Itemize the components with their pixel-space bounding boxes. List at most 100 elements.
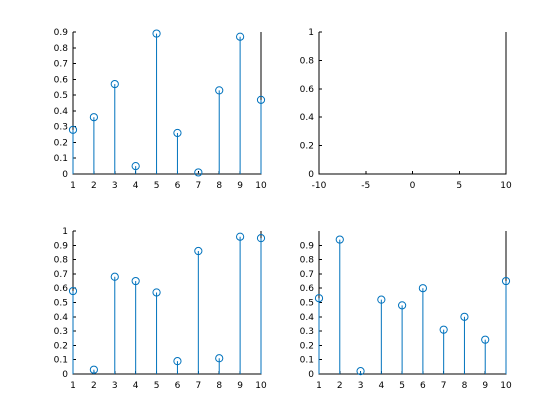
y-tick-label: 0.5 [54,91,68,101]
y-tick-label: 0.1 [54,356,68,366]
stem-marker [131,276,140,286]
x-tick-label: 1 [70,381,76,391]
y-tick-label: 0.8 [300,256,315,266]
x-tick-label: 7 [441,381,447,391]
x-tick-label: 2 [337,381,343,391]
y-tick-label: 0.9 [54,241,69,251]
y-tick-label: 0.7 [54,60,68,70]
stem-marker [152,288,161,297]
stem-marker [89,113,98,122]
y-tick-label: 0.2 [54,341,68,351]
stem-marker [398,301,407,310]
x-tick-label: 8 [462,381,468,391]
axes-box [72,32,262,175]
stem-marker [256,95,266,104]
y-tick-label: 0.2 [54,138,68,148]
y-tick-label: 0.8 [54,44,69,54]
y-tick-label: 0 [62,370,68,380]
y-tick-label: 0 [308,370,314,380]
x-tick-label: -5 [361,181,370,191]
x-tick-label: 10 [500,381,512,391]
y-tick-label: 0.4 [54,313,69,323]
y-tick-label: 0.2 [300,341,314,351]
stem-marker [256,234,266,243]
x-tick-label: 5 [154,181,160,191]
x-tick-label: 3 [358,381,364,391]
x-tick-label: 4 [378,381,384,391]
axes-box [318,32,507,175]
y-tick-label: 0.4 [54,107,69,117]
x-tick-label: 0 [410,181,416,191]
stem-marker [335,235,344,244]
stem-marker [236,232,245,241]
y-tick-label: 0.7 [300,270,314,280]
x-tick-label: 9 [237,181,243,191]
x-tick-label: 3 [112,381,118,391]
stem-marker [460,312,469,321]
stem-marker [173,128,182,138]
stem-marker [68,286,78,296]
x-tick-label: 2 [91,381,97,391]
y-tick-label: 0.6 [54,75,69,85]
x-tick-label: 3 [112,181,118,191]
x-tick-label: 9 [482,381,488,391]
y-tick-label: 0.3 [54,327,68,337]
y-tick-label: 0.6 [300,85,315,95]
stem-marker [194,246,203,256]
stem-marker [439,325,448,334]
stem-marker [481,335,490,344]
x-tick-label: 5 [399,381,405,391]
y-tick-label: 1 [308,28,314,38]
x-tick-label: 10 [255,381,267,391]
y-tick-label: 0.6 [54,284,69,294]
x-tick-label: -10 [312,181,327,191]
y-tick-label: 0.5 [300,299,314,309]
x-tick-label: 6 [175,381,181,391]
x-tick-label: 5 [456,181,462,191]
subplot-top-left: 1 2 3 4 5 6 7 8 9 10 0 0.1 0.2 0.3 0.4 0.5 0.6 0.7 0.8 0.9 [54,28,267,191]
stem-marker [110,79,119,89]
subplot-top-right: -10 -5 0 5 10 0 0.2 0.4 0.6 0.8 1 [300,28,512,191]
y-tick-label: 0.5 [54,299,68,309]
x-tick-label: 9 [237,381,243,391]
y-tick-label: 1 [62,227,68,237]
x-tick-label: 5 [154,381,160,391]
stem-marker [173,357,182,366]
y-tick-label: 0.4 [300,313,315,323]
stem-marker [236,32,245,41]
stem-marker [131,162,140,171]
y-tick-label: 0.8 [54,256,69,266]
subplot-bottom-right: 1 2 3 4 5 6 7 8 9 10 0 0.1 0.2 0.3 0.4 0.5 0.6 0.7 0.8 0.9 [300,231,512,391]
y-tick-label: 0.9 [54,28,69,38]
y-tick-label: 0.3 [54,123,68,133]
x-tick-label: 6 [420,381,426,391]
y-tick-label: 0.6 [300,284,315,294]
y-tick-label: 0.9 [300,241,315,251]
axes-box [318,231,507,375]
x-tick-label: 8 [216,381,222,391]
y-tick-label: 0.2 [300,142,314,152]
x-tick-label: 1 [316,381,322,391]
stem-marker [501,276,511,286]
x-tick-label: 7 [195,181,201,191]
y-tick-label: 0 [62,170,68,180]
x-tick-label: 2 [91,181,97,191]
stem-marker [215,86,224,95]
stem-marker [110,272,119,281]
stem-marker [194,168,203,177]
stem-marker [152,29,161,38]
x-tick-label: 7 [195,381,201,391]
stem-marker [356,367,365,376]
stem-marker [89,365,98,374]
x-tick-label: 4 [133,381,139,391]
x-tick-label: 1 [70,181,76,191]
y-tick-label: 0.1 [300,356,314,366]
x-tick-label: 4 [133,181,139,191]
y-tick-label: 0.7 [54,270,68,280]
x-tick-label: 10 [255,181,267,191]
stem-marker [215,354,224,363]
axes-box [72,231,262,375]
stem-marker [377,295,386,304]
x-tick-label: 10 [500,181,512,191]
